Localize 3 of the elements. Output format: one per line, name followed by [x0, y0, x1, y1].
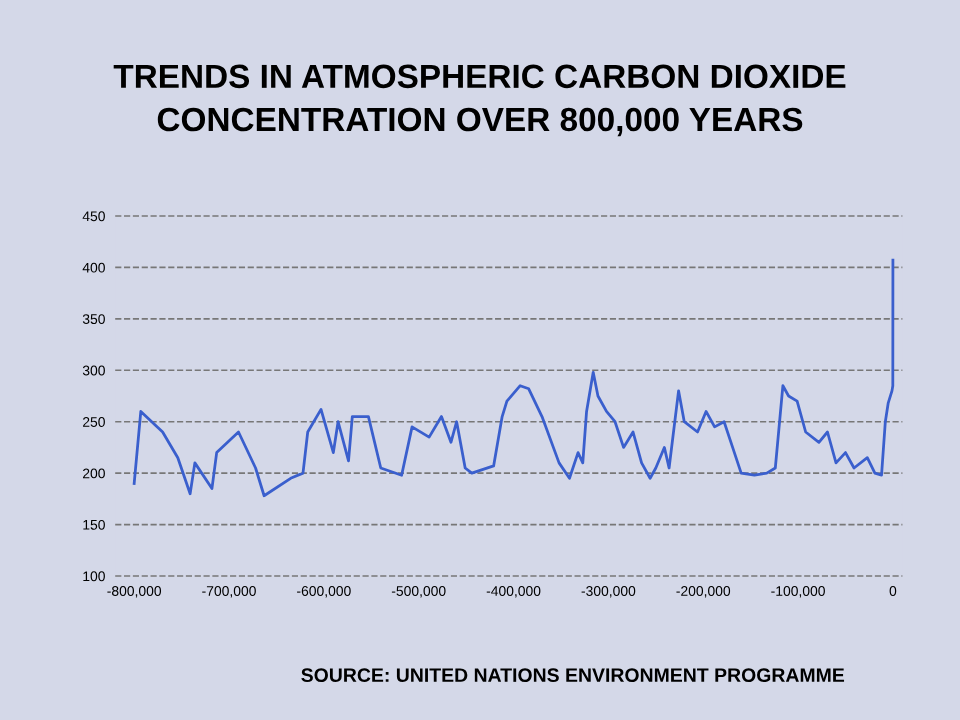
- line-series: [132, 258, 895, 498]
- chart-title: TRENDS IN ATMOSPHERIC CARBON DIOXIDE CONCENTRATION OVER 800,000 YEARS: [113, 64, 846, 137]
- source-note: SOURCE: UNITED NATIONS ENVIRONMENT PROGRAMME: [301, 668, 845, 683]
